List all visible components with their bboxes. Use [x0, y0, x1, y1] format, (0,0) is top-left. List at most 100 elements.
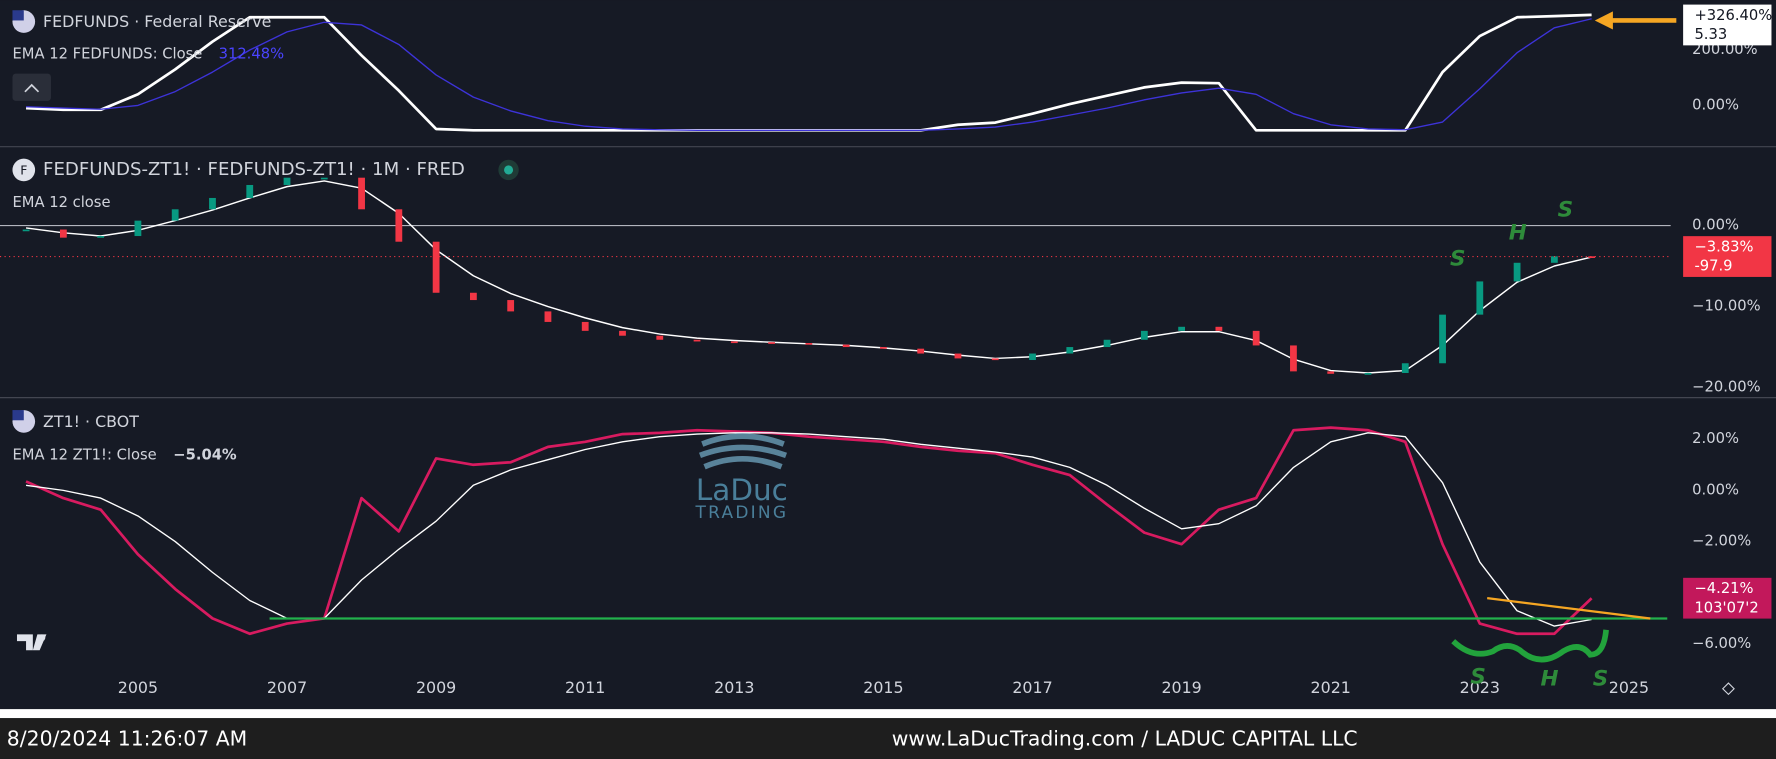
arrow-head: [1594, 11, 1613, 30]
x-tick-label: 2013: [714, 678, 754, 697]
legend-label: EMA 12 FEDFUNDS: Close: [12, 45, 202, 62]
collapse-button[interactable]: [12, 73, 51, 101]
tv-logo: [38, 634, 46, 642]
footer: [0, 718, 1776, 759]
y-tick-label: −20.00%: [1692, 379, 1760, 396]
pattern-annotation: S: [1450, 246, 1466, 271]
settings-icon[interactable]: [1721, 682, 1735, 696]
price-label-box: [1683, 577, 1772, 619]
legend-label: EMA 12 close: [12, 194, 110, 211]
candle: [1215, 326, 1223, 331]
y-tick-label: −10.00%: [1692, 298, 1760, 315]
flag-icon: [12, 410, 24, 421]
y-tick-label: −6.00%: [1692, 635, 1751, 652]
candle: [469, 292, 477, 301]
background: [0, 0, 1776, 709]
candle: [507, 300, 515, 312]
candle: [842, 344, 850, 348]
x-tick-label: 2005: [118, 678, 158, 697]
symbol-icon: F: [20, 163, 27, 178]
x-tick-label: 2019: [1161, 678, 1201, 697]
pattern-annotation: H: [1509, 220, 1527, 245]
x-tick-label: 2011: [565, 678, 605, 697]
legend-value: −5.04%: [173, 446, 237, 463]
candle: [656, 335, 664, 340]
y-tick-label: 0.00%: [1692, 96, 1739, 113]
pattern-annotation: S: [1593, 667, 1609, 692]
candle: [991, 358, 999, 361]
series-line: [25, 426, 1593, 636]
trend-line: [1487, 596, 1651, 620]
candle: [134, 220, 142, 237]
candle: [619, 330, 626, 336]
candle: [730, 341, 738, 344]
candle: [1252, 330, 1260, 346]
candle: [97, 236, 105, 238]
candle: [805, 343, 813, 345]
candle: [283, 177, 291, 185]
plot-area: 200.00%0.00%+326.40%5.330.00%−10.00%−20.…: [0, 4, 1772, 697]
candle: [171, 209, 179, 221]
candle: [1327, 371, 1335, 374]
pattern-annotation: H: [1540, 667, 1558, 692]
candle: [1439, 314, 1446, 364]
candle: [1550, 256, 1558, 263]
candle: [246, 184, 254, 198]
pane-title: ZT1! · CBOT: [43, 412, 139, 431]
y-tick-label: 0.00%: [1692, 217, 1739, 234]
y-tick-label: −2.00%: [1692, 533, 1751, 550]
candle: [1290, 345, 1297, 372]
pane-title: FEDFUNDS-ZT1! · FEDFUNDS-ZT1! · 1M · FRE…: [43, 159, 465, 180]
candle: [432, 241, 440, 293]
legend-value: 312.48%: [219, 45, 285, 62]
candle: [395, 209, 403, 242]
pattern-annotation: S: [1558, 198, 1574, 223]
price-value: -97.9: [1694, 258, 1732, 275]
candle: [1588, 256, 1596, 258]
x-tick-label: 2015: [863, 678, 903, 697]
x-tick-label: 2023: [1460, 678, 1500, 697]
candle: [1476, 281, 1484, 315]
price-value: 5.33: [1694, 26, 1727, 43]
candle: [1066, 347, 1074, 354]
footer-timestamp: 8/20/2024 11:26:07 AM: [7, 727, 247, 751]
watermark-subtitle: TRADING: [694, 503, 788, 523]
x-tick-label: 2025: [1609, 678, 1649, 697]
candle: [1029, 353, 1036, 361]
status-dot: [504, 165, 514, 175]
price-label: −4.21%: [1694, 580, 1753, 597]
candle: [1178, 326, 1186, 331]
footer-strip: [0, 709, 1776, 719]
watermark-title: LaDuc: [696, 473, 788, 507]
y-tick-label: 2.00%: [1692, 430, 1739, 447]
candle: [1140, 330, 1148, 340]
pane-title: FEDFUNDS · Federal Reserve: [43, 12, 271, 31]
flag-icon: [12, 10, 24, 21]
symbol-icon: [12, 158, 36, 182]
series-line: [26, 18, 1592, 131]
candle: [320, 177, 328, 180]
candle: [209, 197, 216, 210]
candle: [358, 177, 365, 210]
legend-label: EMA 12 ZT1!: Close: [12, 446, 156, 463]
candle: [22, 229, 30, 232]
pattern-drawing: [1451, 629, 1609, 663]
price-value: 103'07'2: [1694, 599, 1758, 616]
price-label-box: [1683, 4, 1772, 46]
candle: [917, 348, 925, 354]
footer-source: www.LaDucTrading.com / LADUC CAPITAL LLC: [892, 727, 1358, 751]
x-tick-label: 2009: [416, 678, 456, 697]
price-label: −3.83%: [1694, 238, 1753, 255]
x-tick-label: 2021: [1311, 678, 1351, 697]
watermark-logo: [698, 433, 788, 470]
candle: [1401, 363, 1409, 373]
pattern-annotation: S: [1470, 664, 1486, 689]
chevron-icon: [24, 83, 40, 93]
candle: [1513, 262, 1521, 282]
price-label: +326.40%: [1694, 7, 1772, 24]
price-label-box: [1683, 236, 1772, 277]
candle: [954, 353, 962, 359]
